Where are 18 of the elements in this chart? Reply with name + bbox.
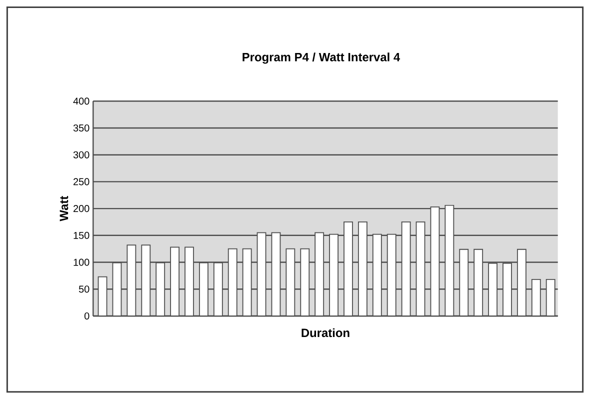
y-tick-label: 350 xyxy=(73,124,90,132)
y-tick-label: 100 xyxy=(74,258,90,266)
y-tick-label: 50 xyxy=(78,286,90,293)
y-tick-label: 300 xyxy=(73,151,90,158)
x-axis-title: Duration xyxy=(302,328,350,338)
bar xyxy=(416,221,426,316)
y-tick-label: 250 xyxy=(74,178,90,186)
chart-title: Program P4 / Watt Interval 4 xyxy=(242,52,400,64)
y-tick-label: 400 xyxy=(73,98,90,105)
bar xyxy=(430,206,440,316)
y-tick-label: 0 xyxy=(84,312,90,320)
y-tick-label: 200 xyxy=(74,204,90,212)
bar xyxy=(271,232,281,316)
y-axis-title: Watt xyxy=(60,196,68,222)
bar xyxy=(112,262,122,316)
bar xyxy=(256,232,266,316)
bar xyxy=(98,276,108,316)
y-tick-label: 150 xyxy=(74,232,90,239)
